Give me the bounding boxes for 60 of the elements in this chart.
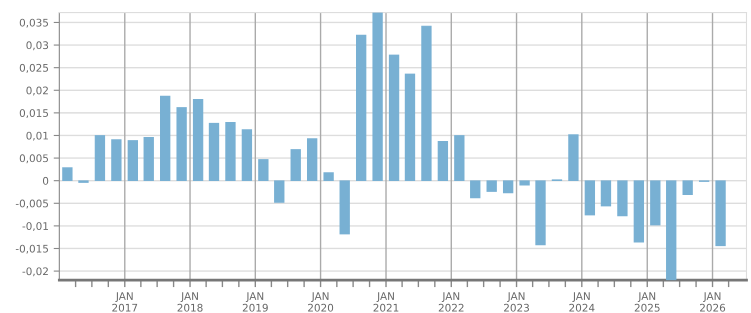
bar [617,180,628,216]
bar [356,34,366,182]
bar [176,107,187,182]
bar [502,180,514,194]
bar [208,122,220,182]
y-tick-label: 0 [42,176,48,185]
bar [258,159,269,182]
bar [682,180,693,196]
y-tick-label: 0,02 [26,86,48,96]
x-tick-label: JAN 2026 [700,292,726,312]
y-tick-label: 0,01 [26,132,48,141]
bar [650,180,660,226]
y-tick-label: -0,01 [22,222,48,232]
y-tick-label: -0,02 [22,267,48,276]
bar [519,180,530,186]
bar [340,180,350,234]
bar [290,149,301,182]
bar [192,98,204,182]
bar [306,138,318,182]
x-tick-label: JAN 2022 [438,292,464,312]
bar [666,180,676,280]
x-tick-label: JAN 2019 [242,292,268,312]
y-tick-label: 0,005 [20,154,48,164]
y-tick-label: 0,035 [20,18,48,28]
y-tick-label: 0,025 [20,64,48,73]
bar [388,54,400,182]
x-tick-label: JAN 2018 [178,292,203,312]
bar [242,129,252,182]
bar [111,139,122,182]
bar [454,135,465,182]
bar [584,180,596,216]
bar [600,180,612,206]
y-tick-label: 0,03 [26,41,48,50]
x-tick-label: JAN 2021 [374,292,398,312]
bar [160,96,170,182]
x-tick-label: JAN 2025 [634,292,660,312]
bar [470,180,480,198]
bar [568,134,579,182]
x-tick-label: JAN 2024 [569,292,594,312]
bar [225,122,236,182]
x-tick-label: JAN 2023 [504,292,529,312]
bar [715,180,726,246]
bar [438,141,448,182]
bar [372,12,383,182]
bar [421,26,432,182]
y-tick-label: -0,005 [16,200,48,208]
bar [634,180,644,243]
bar [535,180,546,246]
bar [404,74,416,182]
bar [486,180,497,192]
bar [62,167,73,182]
x-tick-label: JAN 2020 [308,292,334,312]
bar [323,172,334,182]
y-tick-label: 0,015 [20,109,48,118]
bar [274,180,284,203]
y-tick-label: -0,015 [16,244,48,254]
bar [128,140,138,182]
bar [94,135,106,182]
bar [144,136,154,182]
x-tick-label: JAN 2017 [112,292,138,312]
